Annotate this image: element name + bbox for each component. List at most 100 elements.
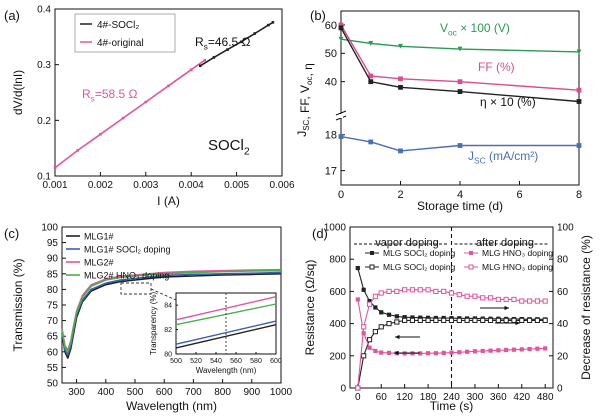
x-axis-c-tick-label: 900 (243, 387, 260, 398)
y-axis-d-left-tick-label: 600 (329, 287, 346, 298)
series-3-point (456, 292, 462, 298)
x-axis-a-tick-label: 0.003 (133, 180, 158, 191)
series-1-point (526, 317, 533, 323)
x-axis-d-tick-label: 240 (443, 392, 460, 403)
y-axis-c-tick-label: 100 (41, 223, 58, 234)
series-1-point (464, 317, 470, 323)
series-label-ff-main: FF (%) (478, 60, 515, 74)
series-3-point (534, 298, 540, 304)
series-0-point (418, 315, 423, 320)
series-0-point (386, 312, 392, 317)
y-axis-d-right-tick-label: 40 (557, 319, 569, 330)
legend-entry-c: MLG2# HNO₃ doping (84, 271, 169, 281)
series-2-point (488, 348, 493, 353)
series-1-point (534, 317, 540, 323)
series-1-point (487, 317, 494, 323)
legend-entry-4#-SOCl2: 4#-SOCl₂ (97, 20, 139, 31)
arrow-to-left-axis-hno3-head (394, 350, 399, 356)
y-axis-d-left-tick-label: 1000 (324, 223, 347, 234)
y-axis-label-c: Transmission (%) (11, 259, 25, 352)
data-point-J_SC-(mA/cm²) (338, 134, 344, 139)
arrow-to-left-axis-socl2-head (395, 334, 400, 340)
phase-label-bg-after (474, 235, 536, 249)
legend-entry-d: MLG HNO₃ doping (482, 262, 553, 272)
series-line-MLG1#-SOCl₂-doping (61, 271, 282, 356)
data-point-η-×-10-(%) (368, 79, 374, 85)
y-axis-label-b: JSC, FF, Voc, η (295, 63, 315, 137)
series-2-point (496, 348, 501, 353)
series-1-point (372, 329, 378, 335)
data-point-4#-SOCl2 (226, 48, 229, 51)
y-axis-d-right-tick-label: 80 (557, 255, 569, 266)
series-2-point (361, 331, 366, 336)
series-1-point (480, 317, 486, 323)
x-axis-d-tick-label: 360 (490, 392, 507, 403)
panel-tag: (d) (312, 226, 328, 241)
data-point-η-×-10-(%) (457, 89, 463, 94)
data-point-FF-(%) (368, 73, 374, 79)
y-axis-a-tick-label: 0.2 (37, 116, 51, 127)
series-2-point (379, 350, 384, 355)
x-axis-d-tick-label: 480 (537, 392, 554, 403)
data-point-4#-original (189, 68, 193, 71)
series-1-point (366, 337, 373, 343)
series-3-point (480, 295, 486, 301)
data-point-J_SC-(mA/cm²) (457, 143, 463, 148)
data-point-V_oc-×-100-(V) (398, 43, 403, 49)
series-0-point (379, 310, 384, 315)
annotation-rs-original-main: R (82, 87, 91, 101)
series-1-point (425, 317, 431, 323)
y-axis-c-tick-label: 60 (47, 347, 59, 358)
y-axis-a-tick-label: 0.3 (37, 60, 51, 71)
legend-entry-c: MLG2# (84, 258, 114, 268)
series-3-point (495, 296, 501, 303)
series-3-point (394, 288, 400, 294)
inset-x-axis-tick-label: 580 (250, 358, 262, 365)
series-1-point (511, 317, 517, 323)
series-0-point (355, 265, 360, 271)
y-axis-d-left-tick-label: 400 (329, 319, 346, 330)
y-axis-b-lower-tick-label: 17 (325, 165, 337, 177)
annotation-socl2: SOCl2 (208, 137, 250, 158)
chart-marks (53, 21, 582, 391)
y-axis-d-right-tick-label: 60 (557, 287, 569, 298)
series-2-point (367, 345, 372, 350)
data-point-4#-original (144, 100, 148, 104)
data-point-4#-original (99, 132, 102, 136)
series-0-point (410, 315, 415, 320)
x-axis-d-tick-label: 300 (467, 392, 484, 403)
y-axis-c-tick-label: 80 (47, 285, 59, 296)
y-axis-c-tick-label: 70 (47, 316, 59, 327)
series-1-point (394, 319, 400, 325)
series-3-point (441, 288, 447, 294)
x-axis-a-tick-label: 0.002 (88, 180, 113, 191)
y-axis-b-upper-tick-label: 60 (325, 20, 337, 32)
series-0-point (361, 287, 366, 292)
y-axis-label-d: Resistance (Ω/sq) (303, 260, 317, 356)
series-1-point (472, 317, 478, 323)
series-1-point (409, 317, 416, 323)
legend-entry-4#-original: 4#-original (97, 38, 144, 49)
series-3-point (402, 287, 408, 293)
series-2-point (527, 346, 532, 352)
legend-box-a (74, 13, 176, 53)
y-axis-b-upper-tick-label: 40 (325, 77, 337, 89)
series-0-point (367, 298, 372, 304)
series-line-MLG2#-HNO₃-doping (61, 269, 282, 353)
series-3-point (372, 293, 378, 299)
legend-entry-c: MLG1# SOCl₂ doping (84, 245, 171, 255)
series-line-MLG1# (61, 273, 282, 359)
series-1-point (361, 353, 367, 359)
series-1-point (448, 317, 455, 323)
y-axis-d-right-tick-label: 100 (557, 223, 574, 234)
inset-y-axis-tick-label: 80 (164, 351, 172, 358)
series-3-point (386, 288, 392, 294)
data-point-FF-(%) (457, 79, 463, 85)
x-axis-label-c: Wavelength (nm) (126, 399, 217, 413)
y-axis-d-left-tick-label: 200 (329, 351, 346, 362)
data-point-V_oc-×-100-(V) (576, 49, 582, 55)
data-point-J_SC-(mA/cm²) (398, 148, 403, 154)
phase-label-vapor: vapor doping (375, 237, 439, 249)
series-2-point (449, 350, 454, 355)
